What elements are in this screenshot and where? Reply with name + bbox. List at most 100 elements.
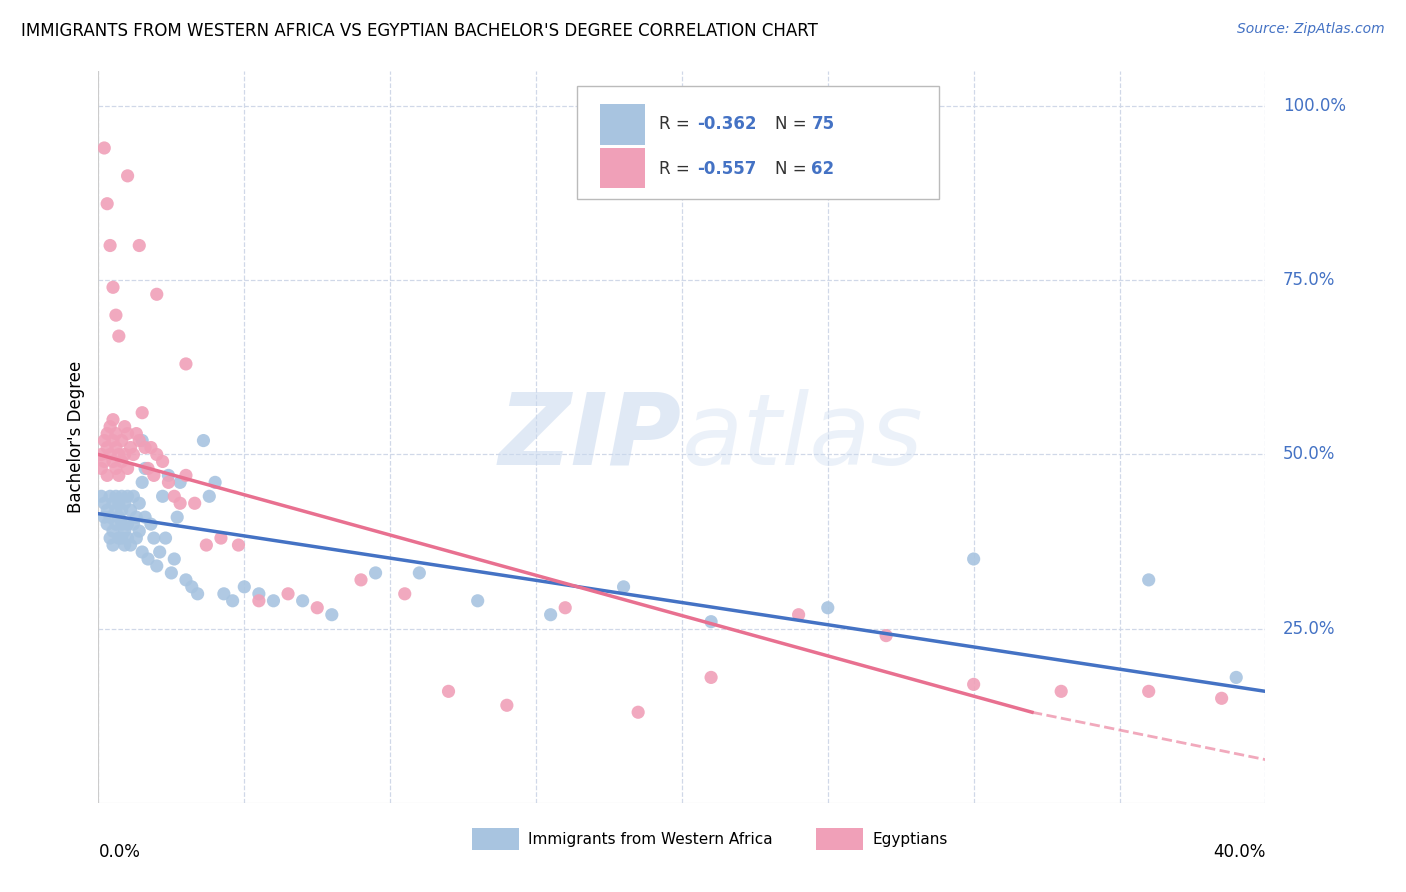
Point [136, 461, 159, 475]
Point [96, 441, 118, 455]
Point [262, 594, 284, 608]
Point [136, 552, 159, 566]
Text: -0.557: -0.557 [697, 160, 756, 178]
Point [128, 496, 150, 510]
Point [350, 573, 373, 587]
Point [195, 538, 218, 552]
Point [700, 615, 723, 629]
Point [101, 412, 124, 426]
Y-axis label: Bachelor's Degree: Bachelor's Degree [66, 361, 84, 513]
Point [174, 357, 197, 371]
Bar [600, 148, 644, 188]
Point [554, 600, 576, 615]
Point [98, 510, 121, 524]
Point [98, 489, 121, 503]
Point [169, 496, 191, 510]
Point [169, 475, 191, 490]
Point [120, 503, 142, 517]
Point [114, 496, 136, 510]
Point [209, 531, 232, 545]
Point [114, 538, 136, 552]
Point [496, 698, 519, 713]
Text: 0.0%: 0.0% [98, 843, 141, 861]
Point [98, 531, 121, 545]
Point [204, 475, 226, 490]
Point [540, 607, 562, 622]
Point [93, 496, 115, 510]
Point [1137, 573, 1160, 587]
Point [101, 454, 124, 468]
Point [146, 558, 169, 573]
Point [233, 580, 256, 594]
Point [700, 670, 723, 684]
Point [104, 517, 127, 532]
Point [221, 594, 243, 608]
Point [120, 441, 142, 455]
Point [114, 524, 136, 538]
Point [96, 196, 118, 211]
Point [180, 580, 202, 594]
Point [104, 441, 127, 455]
Point [364, 566, 387, 580]
Text: 50.0%: 50.0% [1282, 445, 1336, 464]
Point [101, 434, 124, 448]
Point [96, 517, 118, 532]
Point [96, 503, 118, 517]
Point [174, 573, 197, 587]
Text: IMMIGRANTS FROM WESTERN AFRICA VS EGYPTIAN BACHELOR'S DEGREE CORRELATION CHART: IMMIGRANTS FROM WESTERN AFRICA VS EGYPTI… [21, 22, 818, 40]
Point [131, 406, 153, 420]
Point [228, 538, 250, 552]
Point [183, 496, 205, 510]
Point [139, 517, 162, 532]
Point [122, 489, 145, 503]
Point [117, 426, 139, 441]
Point [125, 531, 148, 545]
Point [98, 448, 121, 462]
Point [108, 531, 131, 545]
Point [1050, 684, 1073, 698]
Point [198, 489, 221, 503]
Point [104, 489, 127, 503]
Point [160, 566, 183, 580]
Point [174, 468, 197, 483]
Point [467, 594, 489, 608]
Point [1225, 670, 1247, 684]
Point [96, 426, 118, 441]
Point [96, 468, 118, 483]
Point [149, 545, 172, 559]
Point [163, 489, 186, 503]
Point [98, 238, 121, 252]
Text: 62: 62 [811, 160, 835, 178]
Point [93, 141, 115, 155]
Point [93, 454, 115, 468]
Point [111, 517, 134, 532]
Point [134, 461, 156, 475]
Point [90, 448, 112, 462]
Text: atlas: atlas [682, 389, 924, 485]
Bar [600, 104, 644, 145]
Point [104, 426, 127, 441]
Point [437, 684, 460, 698]
Point [111, 489, 134, 503]
Point [247, 587, 270, 601]
Point [101, 538, 124, 552]
Point [612, 580, 634, 594]
Text: N =: N = [775, 115, 813, 133]
Point [817, 600, 839, 615]
Point [146, 448, 169, 462]
Point [155, 531, 177, 545]
Point [875, 629, 897, 643]
Point [131, 434, 153, 448]
Point [627, 705, 650, 719]
Text: -0.362: -0.362 [697, 115, 756, 133]
Point [108, 510, 131, 524]
Point [117, 461, 139, 475]
Point [108, 468, 131, 483]
Point [114, 448, 136, 462]
Point [128, 524, 150, 538]
Text: R =: R = [658, 115, 695, 133]
Point [125, 510, 148, 524]
Point [108, 496, 131, 510]
Point [152, 489, 174, 503]
Point [122, 517, 145, 532]
